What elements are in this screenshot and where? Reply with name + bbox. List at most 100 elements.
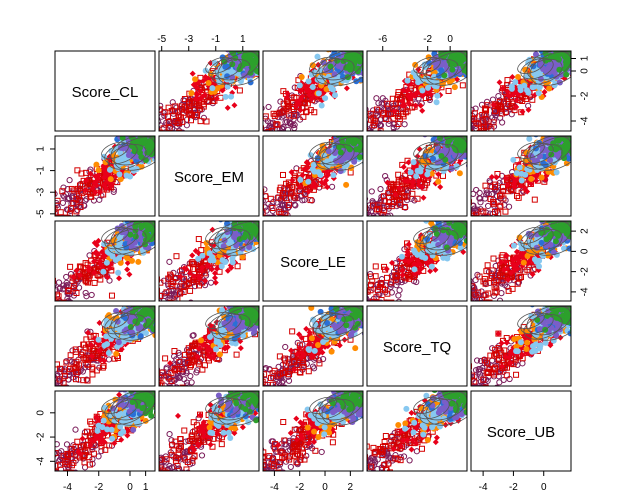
panel-Score_CL-Score_TQ (362, 45, 480, 135)
data-point (67, 178, 72, 183)
scatter-points (466, 131, 576, 220)
data-point (524, 87, 530, 93)
data-point (497, 79, 503, 85)
data-point (378, 187, 383, 192)
data-point (251, 60, 257, 66)
data-point (477, 190, 482, 195)
data-point (540, 66, 546, 72)
data-point (341, 156, 347, 162)
scatter-points (258, 131, 368, 220)
data-point (411, 159, 417, 165)
panel-Score_EM-Score_UB (466, 130, 584, 220)
data-point (563, 59, 569, 65)
data-point (60, 200, 65, 205)
data-point (517, 84, 523, 90)
data-point (452, 84, 458, 90)
data-point (369, 189, 374, 194)
data-point (437, 184, 443, 190)
data-point (108, 176, 114, 182)
data-point (344, 85, 350, 91)
data-point (563, 72, 569, 78)
data-point (206, 80, 212, 86)
scatter-points (466, 46, 576, 135)
data-point (318, 172, 324, 178)
data-point (310, 84, 316, 90)
data-point (536, 84, 542, 90)
data-point (192, 76, 198, 82)
data-point (420, 195, 426, 201)
data-point (402, 122, 407, 127)
scatter-points (154, 46, 264, 135)
data-point (506, 204, 511, 209)
data-point (305, 179, 311, 185)
data-point (204, 119, 209, 124)
panel-Score_EM-Score_CL (50, 130, 168, 220)
scatter-points (362, 131, 472, 220)
data-point (338, 168, 344, 174)
data-point (357, 59, 363, 65)
data-point (127, 173, 133, 179)
data-point (332, 92, 338, 98)
panel-Score_EM-Score_TQ (362, 130, 480, 220)
data-point (328, 63, 334, 69)
variable-label-Score_EM: Score_EM (174, 169, 244, 186)
data-point (434, 93, 440, 99)
data-point (346, 53, 352, 59)
data-point (316, 90, 322, 96)
data-point (460, 83, 465, 88)
data-point (257, 58, 263, 64)
panel-Score_CL-Score_CL: Score_CL (55, 51, 155, 131)
data-point (446, 88, 451, 93)
data-point (280, 172, 285, 177)
data-point (401, 164, 407, 170)
data-point (297, 177, 303, 183)
data-point (386, 121, 391, 126)
data-point (457, 170, 463, 176)
data-point (474, 187, 479, 192)
data-point (190, 71, 196, 77)
data-point (116, 171, 122, 177)
data-point (237, 88, 242, 93)
data-point (546, 85, 552, 91)
data-point (417, 168, 423, 174)
data-point (419, 87, 425, 93)
data-point (405, 78, 411, 84)
data-point (149, 151, 155, 157)
data-point (312, 169, 318, 175)
data-point (460, 143, 466, 149)
data-point (96, 167, 102, 173)
data-point (554, 49, 560, 55)
data-point (297, 82, 303, 88)
data-point (223, 94, 229, 100)
data-point (343, 182, 349, 188)
panel-Score_CL-Score_UB (466, 45, 584, 135)
scatter-points (50, 131, 160, 220)
data-point (503, 209, 508, 214)
scatter-points (258, 46, 368, 135)
data-point (322, 95, 328, 101)
panel-Score_EM-Score_EM: Score_EM (159, 136, 259, 216)
data-point (419, 108, 425, 114)
data-point (225, 105, 231, 111)
data-point (413, 173, 419, 179)
data-point (330, 87, 336, 93)
data-point (188, 90, 194, 96)
data-point (266, 104, 271, 109)
data-point (93, 162, 99, 168)
data-point (486, 203, 491, 208)
data-point (408, 169, 414, 175)
data-point (435, 179, 441, 185)
scatter-points (362, 46, 472, 135)
panel-Score_CL-Score_EM (154, 45, 272, 135)
data-point (329, 184, 334, 189)
data-point (551, 82, 557, 88)
data-point (352, 139, 358, 145)
data-point (314, 54, 320, 60)
data-point (449, 67, 455, 73)
data-point (306, 78, 312, 84)
data-point (536, 90, 542, 96)
data-point (361, 70, 367, 76)
data-point (299, 74, 305, 80)
